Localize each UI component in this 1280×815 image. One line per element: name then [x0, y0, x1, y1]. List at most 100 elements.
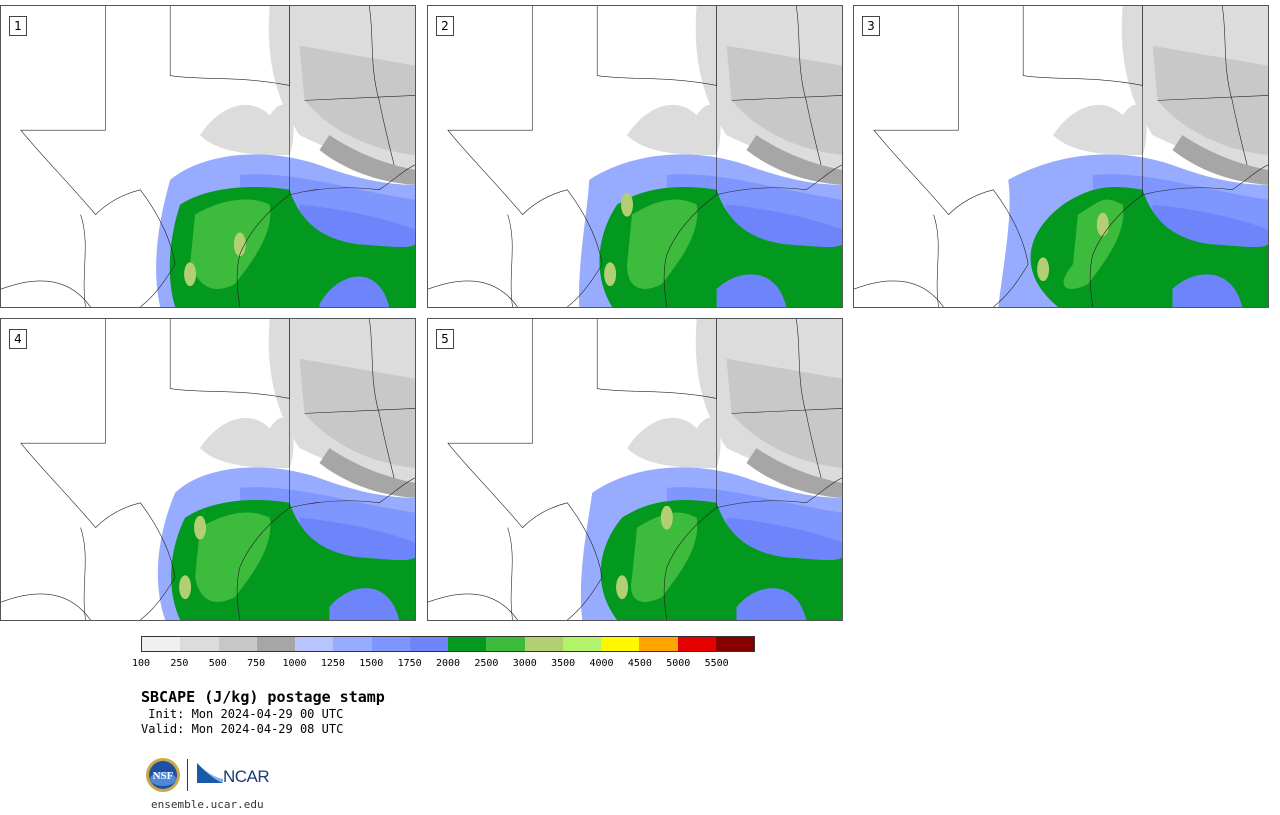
cape-blue-pocket [1172, 274, 1243, 307]
colorbar-tick-label: 250 [170, 658, 189, 669]
coastline-outline [663, 194, 717, 307]
colorbar-labels: 100 250 500 750 1000 1250 1500 1750 2000 2500 3000… [132, 658, 755, 672]
louisiana-border-outline [1142, 6, 1268, 196]
cape-high-spot [616, 575, 629, 600]
colorbar-tick-label: 4500 [627, 658, 652, 669]
cape-high-spot [1037, 257, 1050, 282]
colorbar-tick-label: 2500 [474, 658, 499, 669]
colorbar-swatch [295, 637, 334, 651]
colorbar-tick-label: 4000 [589, 658, 614, 669]
oklahoma-border-outline [596, 319, 717, 399]
cape-dark-gray-band [319, 448, 415, 498]
cape-gray-blob [1053, 104, 1147, 156]
cape-high-spot [184, 262, 197, 287]
member-panel-4: 4 [0, 318, 416, 621]
texas-border-outline [447, 319, 603, 620]
cape-gray-blob [200, 417, 294, 469]
texas-border-outline [20, 6, 176, 307]
member-panel-2: 2 [427, 5, 843, 308]
arkansas-border-outline [731, 408, 842, 414]
cape-gray-region [299, 358, 415, 469]
colorbar-swatch [715, 637, 754, 651]
louisiana-border-outline [289, 319, 415, 509]
colorbar-tick-label: 750 [247, 658, 266, 669]
colorbar-swatch [142, 637, 181, 651]
colorbar-swatch [639, 637, 678, 651]
cape-high-spot [233, 232, 246, 257]
valid-time: Valid: Mon 2024-04-29 08 UTC [141, 722, 344, 736]
louisiana-border-outline [289, 6, 415, 196]
member-number-4: 4 [9, 329, 27, 349]
colorbar-tick-label: 1250 [320, 658, 345, 669]
cape-light-green-region [195, 512, 271, 602]
sbcape-map-5 [428, 319, 842, 620]
colorbar-swatch [180, 637, 219, 651]
cape-blue-pocket [716, 274, 787, 307]
colorbar-tick-label: 2000 [435, 658, 461, 669]
member-number-5: 5 [436, 329, 454, 349]
colorbar-tick-label: 3500 [551, 658, 576, 669]
cape-dark-gray-band [319, 135, 415, 185]
sbcape-map-1 [1, 6, 415, 307]
mississippi-border-outline [368, 6, 395, 166]
cape-gray-region [299, 45, 415, 156]
member-panel-5: 5 [427, 318, 843, 621]
logos: NSF NCAR [145, 757, 275, 793]
ncar-swoosh-icon [197, 763, 223, 783]
cape-high-spot [179, 575, 192, 600]
cape-gray-blob [200, 104, 294, 156]
cape-gray-blob [627, 417, 721, 469]
cape-blue-pocket [736, 588, 807, 620]
cape-high-spot [604, 262, 617, 287]
coastline-outline [236, 507, 290, 620]
mexico-border-outline [854, 214, 944, 307]
colorbar-swatch [448, 637, 487, 651]
colorbar-tick-label: 3000 [512, 658, 537, 669]
mexico-border-outline [428, 214, 518, 307]
colorbar-swatch [524, 637, 563, 651]
cape-high-spot [621, 192, 634, 217]
member-panel-3: 3 [853, 5, 1269, 308]
ncar-logo: NCAR [197, 761, 275, 789]
colorbar-swatch [371, 637, 410, 651]
colorbar-tick-label: 1000 [282, 658, 307, 669]
colorbar-tick-label: 5000 [666, 658, 691, 669]
cape-blue-pocket [319, 276, 390, 307]
cape-dark-gray-band [1172, 135, 1268, 185]
nsf-logo-icon: NSF [146, 758, 180, 792]
cape-gray-blob [627, 104, 721, 156]
colorbar-swatch [677, 637, 716, 651]
cape-gray-region [1152, 45, 1268, 156]
mississippi-border-outline [1221, 6, 1248, 166]
oklahoma-border-outline [169, 6, 290, 86]
oklahoma-border-outline [596, 6, 717, 86]
colorbar-tick-label: 500 [208, 658, 227, 669]
colorbar-tick-label: 1500 [359, 658, 384, 669]
colorbar-swatch [562, 637, 601, 651]
mississippi-border-outline [795, 319, 822, 479]
colorbar-swatch [256, 637, 295, 651]
sbcape-map-4 [1, 319, 415, 620]
colorbar-tick-label: 100 [131, 658, 151, 669]
louisiana-border-outline [716, 6, 842, 196]
init-time: Init: Mon 2024-04-29 00 UTC [141, 707, 344, 721]
member-number-3: 3 [862, 16, 880, 36]
mississippi-border-outline [795, 6, 822, 166]
texas-border-outline [20, 319, 176, 620]
colorbar-tick-label: 1750 [397, 658, 422, 669]
mexico-border-outline [1, 214, 91, 307]
website-url: ensemble.ucar.edu [151, 798, 264, 811]
sbcape-map-2 [428, 6, 842, 307]
oklahoma-border-outline [169, 319, 290, 399]
plot-title: SBCAPE (J/kg) postage stamp [141, 688, 385, 706]
mexico-border-outline [428, 527, 518, 620]
cape-gray-region [726, 358, 842, 469]
colorbar-swatch [218, 637, 257, 651]
louisiana-border-outline [716, 319, 842, 509]
logo-divider [187, 759, 188, 791]
arkansas-border-outline [1157, 95, 1268, 101]
oklahoma-border-outline [1022, 6, 1143, 86]
texas-border-outline [447, 6, 603, 307]
sbcape-map-3 [854, 6, 1268, 307]
arkansas-border-outline [304, 408, 415, 414]
